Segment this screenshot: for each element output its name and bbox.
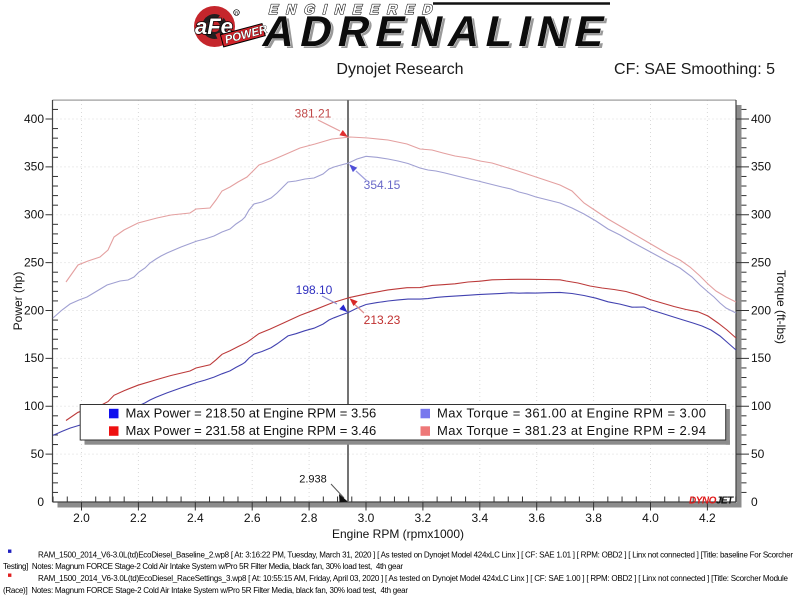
svg-text:2.8: 2.8 [301, 511, 318, 525]
svg-text:RAM_1500_2014_V6-3.0L(td)EcoDi: RAM_1500_2014_V6-3.0L(td)EcoDiesel_RaceS… [38, 574, 789, 583]
svg-text:381.21: 381.21 [295, 107, 332, 121]
svg-text:200: 200 [24, 303, 44, 317]
svg-text:50: 50 [751, 447, 765, 461]
svg-text:3.2: 3.2 [415, 511, 432, 525]
svg-text:CF: SAE Smoothing: 5: CF: SAE Smoothing: 5 [614, 61, 775, 78]
svg-text:2.938: 2.938 [299, 474, 327, 486]
svg-text:(Race)] Notes: Magnum FORCE S: (Race)] Notes: Magnum FORCE Stage-2 Cold… [3, 586, 408, 595]
svg-text:150: 150 [24, 351, 44, 365]
svg-text:Torque (ft-lbs): Torque (ft-lbs) [774, 270, 788, 344]
svg-text:250: 250 [751, 255, 771, 269]
svg-text:2.6: 2.6 [244, 511, 261, 525]
svg-text:Max Power = 231.58 at Engine R: Max Power = 231.58 at Engine RPM = 3.46 [126, 423, 377, 438]
svg-text:Max Power = 218.50 at Engine R: Max Power = 218.50 at Engine RPM = 3.56 [126, 406, 377, 421]
svg-text:3.6: 3.6 [528, 511, 545, 525]
svg-text:Max Torque = 381.23 at Engine: Max Torque = 381.23 at Engine RPM = 2.94 [437, 423, 706, 438]
svg-text:Max Torque = 361.00 at Engine: Max Torque = 361.00 at Engine RPM = 3.00 [437, 406, 706, 421]
svg-text:50: 50 [31, 447, 45, 461]
svg-text:ENGINEERED: ENGINEERED [267, 2, 442, 18]
svg-text:300: 300 [24, 208, 44, 222]
svg-text:0: 0 [37, 495, 44, 509]
svg-text:0: 0 [751, 495, 758, 509]
svg-text:350: 350 [751, 160, 771, 174]
svg-text:300: 300 [751, 208, 771, 222]
svg-text:354.15: 354.15 [364, 178, 401, 192]
svg-text:4.2: 4.2 [699, 511, 716, 525]
svg-text:ADRENALINE: ADRENALINE [261, 10, 618, 57]
svg-text:3.4: 3.4 [471, 511, 488, 525]
svg-text:100: 100 [24, 399, 44, 413]
svg-text:200: 200 [751, 303, 771, 317]
svg-text:350: 350 [24, 160, 44, 174]
svg-text:Power (hp): Power (hp) [11, 272, 25, 331]
svg-text:400: 400 [751, 112, 771, 126]
svg-text:ADRENALINE: ADRENALINE [259, 8, 616, 55]
svg-text:RAM_1500_2014_V6-3.0L(td)EcoDi: RAM_1500_2014_V6-3.0L(td)EcoDiesel_Basel… [38, 551, 793, 560]
svg-text:400: 400 [24, 112, 44, 126]
svg-text:2.4: 2.4 [187, 511, 204, 525]
svg-text:250: 250 [24, 255, 44, 269]
svg-text:100: 100 [751, 399, 771, 413]
svg-text:DYNOJET: DYNOJET [689, 496, 734, 507]
svg-text:3.8: 3.8 [585, 511, 602, 525]
svg-text:Dynojet Research: Dynojet Research [336, 61, 463, 78]
svg-text:198.10: 198.10 [296, 283, 333, 297]
svg-text:Testing] Notes: Magnum FORCE: Testing] Notes: Magnum FORCE Stage-2 Col… [3, 562, 403, 571]
svg-text:150: 150 [751, 351, 771, 365]
svg-text:3.0: 3.0 [358, 511, 375, 525]
svg-text:213.23: 213.23 [364, 313, 401, 327]
svg-text:4.0: 4.0 [642, 511, 659, 525]
svg-text:2.0: 2.0 [73, 511, 90, 525]
svg-text:2.2: 2.2 [130, 511, 147, 525]
svg-text:Engine RPM (rpmx1000): Engine RPM (rpmx1000) [332, 527, 464, 541]
svg-text:R: R [235, 11, 239, 16]
